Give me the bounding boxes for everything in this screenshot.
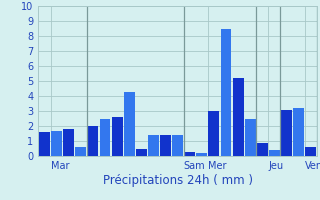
Bar bbox=[220, 28, 231, 156]
Bar bbox=[281, 110, 292, 156]
Bar bbox=[184, 152, 195, 156]
Bar bbox=[87, 126, 98, 156]
Bar bbox=[75, 147, 86, 156]
Bar bbox=[51, 130, 62, 156]
Bar bbox=[257, 142, 268, 156]
Bar bbox=[196, 153, 207, 156]
Bar bbox=[245, 118, 256, 156]
Bar bbox=[136, 148, 147, 156]
Bar bbox=[100, 118, 110, 156]
Bar bbox=[124, 92, 135, 156]
Bar bbox=[160, 135, 171, 156]
Bar bbox=[293, 108, 304, 156]
Bar bbox=[172, 135, 183, 156]
Bar bbox=[269, 150, 280, 156]
Bar bbox=[148, 135, 159, 156]
X-axis label: Précipitations 24h ( mm ): Précipitations 24h ( mm ) bbox=[103, 174, 252, 187]
Bar bbox=[112, 117, 123, 156]
Bar bbox=[39, 132, 50, 156]
Bar bbox=[63, 129, 74, 156]
Bar bbox=[233, 78, 244, 156]
Bar bbox=[305, 147, 316, 156]
Bar bbox=[208, 111, 220, 156]
